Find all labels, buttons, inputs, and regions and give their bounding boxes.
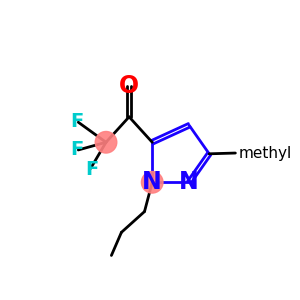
Circle shape	[95, 131, 117, 153]
Text: N: N	[179, 170, 199, 194]
Text: N: N	[142, 170, 162, 194]
Text: F: F	[70, 140, 83, 160]
Circle shape	[141, 172, 163, 193]
Text: F: F	[70, 112, 83, 131]
Text: F: F	[85, 160, 98, 179]
Text: O: O	[119, 74, 139, 98]
Text: methyl: methyl	[238, 146, 292, 160]
